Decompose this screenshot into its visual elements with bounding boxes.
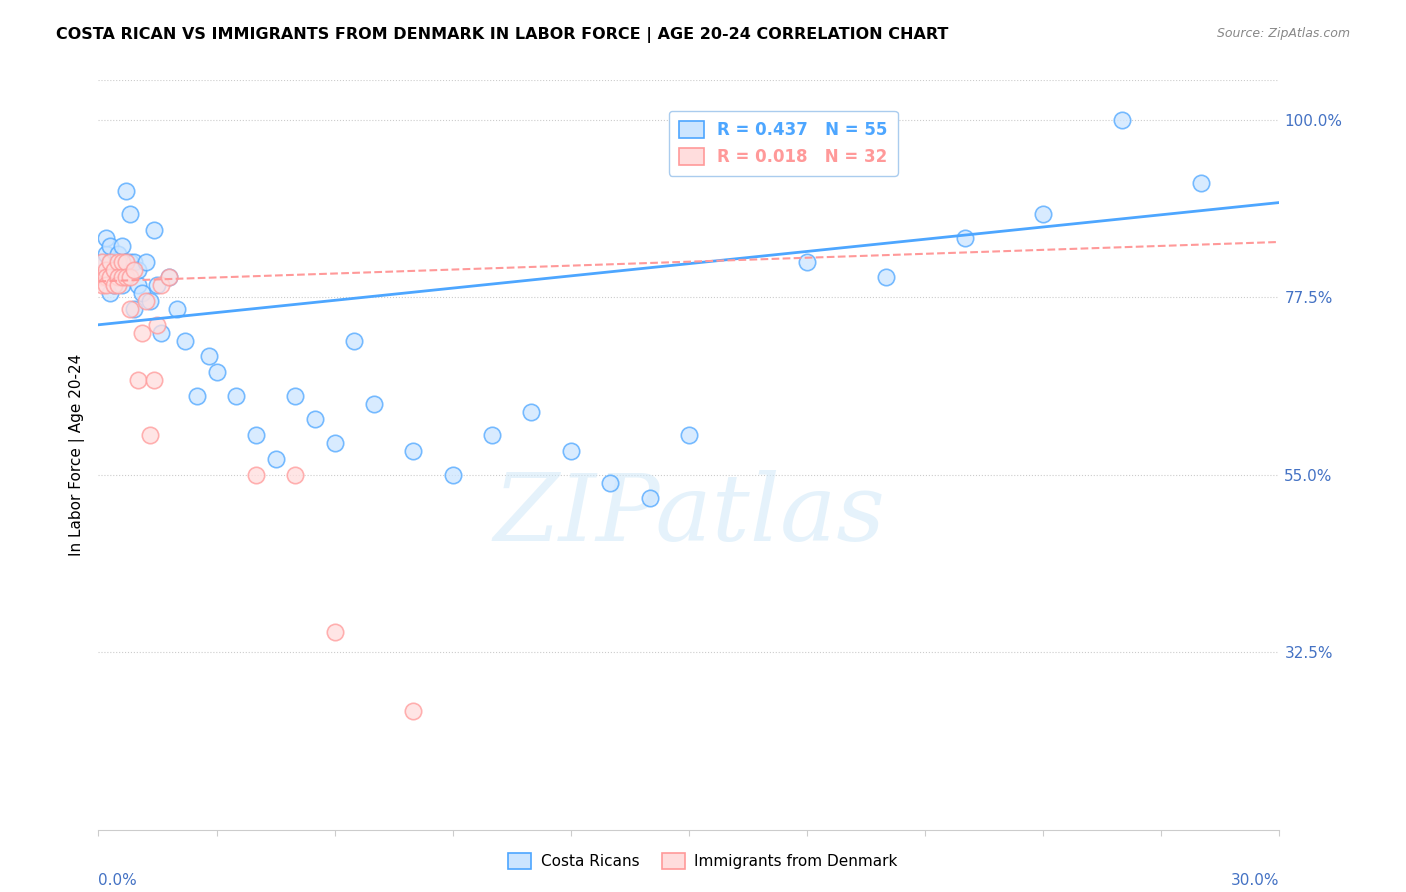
Point (115, 254, 138, 268)
Point (127, 373, 149, 387)
Point (264, 451, 287, 466)
Point (638, 491, 661, 506)
Point (150, 278, 173, 293)
Point (678, 428, 700, 442)
Point (111, 270, 134, 285)
Point (363, 397, 385, 411)
Point (111, 254, 134, 268)
Point (103, 278, 125, 293)
Point (127, 278, 149, 293)
Point (146, 278, 169, 293)
Point (98, 254, 121, 268)
Point (96, 278, 118, 293)
Point (91, 254, 114, 268)
Point (127, 262, 149, 277)
Point (186, 389, 208, 403)
Point (1111, 112, 1133, 127)
Point (1032, 207, 1054, 221)
Point (343, 334, 366, 348)
Text: COSTA RICAN VS IMMIGRANTS FROM DENMARK IN LABOR FORCE | AGE 20-24 CORRELATION CH: COSTA RICAN VS IMMIGRANTS FROM DENMARK I… (56, 27, 949, 43)
Point (115, 270, 138, 285)
Point (953, 231, 976, 245)
Point (115, 184, 138, 198)
Point (323, 436, 346, 450)
Point (98, 270, 121, 285)
Point (122, 254, 145, 268)
Point (225, 389, 247, 403)
Point (174, 334, 197, 348)
Point (146, 318, 169, 332)
Point (150, 326, 173, 340)
Point (103, 262, 125, 277)
Y-axis label: In Labor Force | Age 20-24: In Labor Force | Age 20-24 (69, 354, 84, 556)
Point (98, 254, 121, 268)
Point (402, 704, 425, 718)
Point (135, 294, 157, 309)
Point (107, 270, 129, 285)
Point (107, 247, 129, 261)
Text: ZIPatlas: ZIPatlas (494, 470, 884, 560)
Point (1189, 176, 1212, 190)
Point (245, 467, 267, 482)
Point (111, 278, 134, 293)
Text: Source: ZipAtlas.com: Source: ZipAtlas.com (1216, 27, 1350, 40)
Point (135, 254, 157, 268)
Point (131, 326, 153, 340)
Point (111, 239, 134, 253)
Point (284, 389, 307, 403)
Point (118, 207, 141, 221)
Point (96, 247, 118, 261)
Point (481, 428, 503, 442)
Point (166, 301, 188, 316)
Point (96, 231, 118, 245)
Point (875, 270, 897, 285)
Point (245, 428, 267, 442)
Point (107, 278, 129, 293)
Point (103, 262, 125, 277)
Point (560, 444, 582, 458)
Point (96, 270, 118, 285)
Point (131, 286, 153, 301)
Point (107, 270, 129, 285)
Point (91, 270, 114, 285)
Point (118, 301, 141, 316)
Point (520, 404, 543, 418)
Point (115, 254, 138, 268)
Point (118, 254, 141, 268)
Point (157, 270, 180, 285)
Point (103, 278, 125, 293)
Point (323, 625, 346, 640)
Point (138, 294, 160, 309)
Point (205, 365, 228, 379)
Point (157, 270, 180, 285)
Point (142, 373, 165, 387)
Point (96, 262, 118, 277)
Point (402, 444, 425, 458)
Point (122, 301, 145, 316)
Point (441, 467, 464, 482)
Point (599, 475, 621, 490)
Point (284, 467, 307, 482)
Point (304, 412, 326, 426)
Legend: R = 0.437   N = 55, R = 0.018   N = 32: R = 0.437 N = 55, R = 0.018 N = 32 (669, 112, 898, 176)
Text: 30.0%: 30.0% (1232, 873, 1279, 888)
Point (91, 278, 114, 293)
Point (91, 270, 114, 285)
Point (91, 254, 114, 268)
Point (107, 254, 129, 268)
Legend: Costa Ricans, Immigrants from Denmark: Costa Ricans, Immigrants from Denmark (502, 847, 904, 875)
Point (796, 254, 818, 268)
Point (98, 239, 121, 253)
Point (197, 349, 219, 363)
Point (138, 428, 160, 442)
Point (122, 262, 145, 277)
Point (98, 286, 121, 301)
Text: 0.0%: 0.0% (98, 873, 138, 888)
Point (118, 270, 141, 285)
Point (142, 223, 165, 237)
